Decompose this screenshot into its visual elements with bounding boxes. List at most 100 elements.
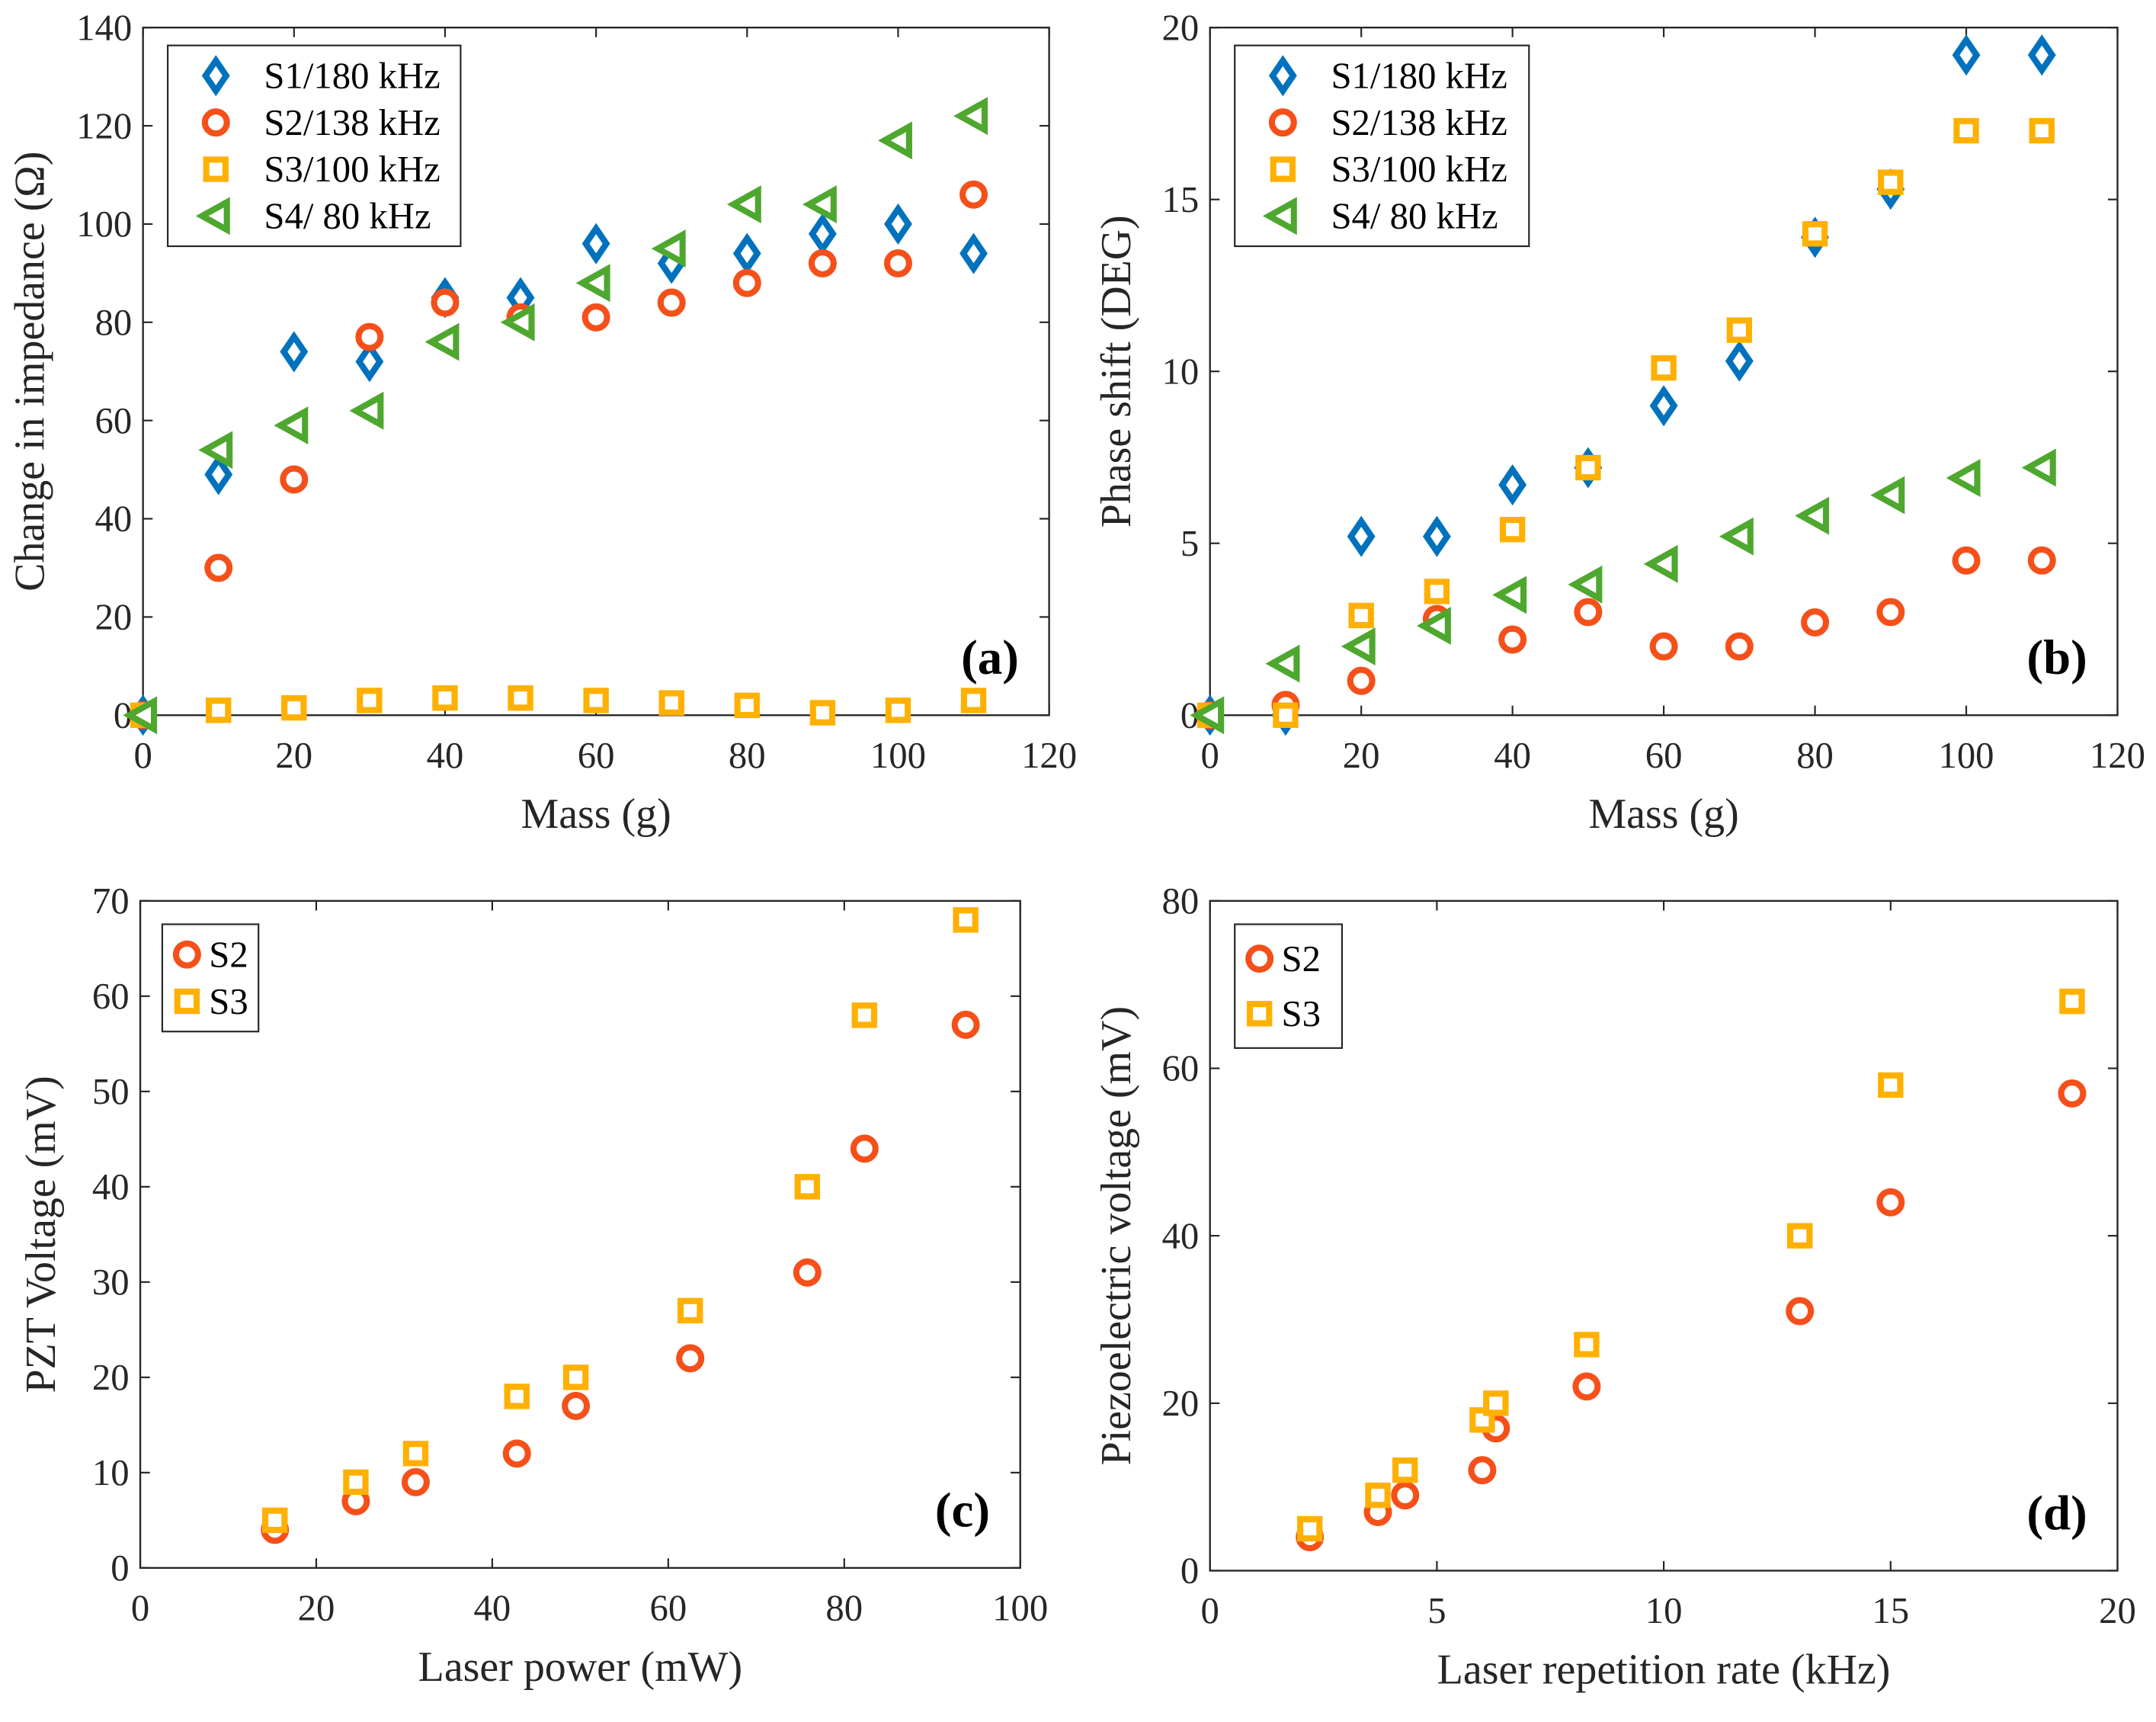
y-tick-label: 70 (92, 880, 130, 922)
y-tick-label: 60 (92, 976, 130, 1017)
data-point (883, 249, 912, 277)
data-point (206, 697, 232, 723)
legend-label: S3 (209, 981, 248, 1022)
legend-label: S4/ 80 kHz (264, 196, 431, 237)
data-point (2059, 988, 2085, 1015)
data-point (1719, 517, 1754, 556)
y-tick-label: 15 (1162, 179, 1200, 220)
data-point (1953, 117, 1979, 144)
data-point (281, 694, 307, 721)
data-point (1422, 515, 1451, 557)
data-point (1483, 1390, 1509, 1416)
data-point (726, 185, 761, 224)
x-tick-label: 100 (870, 735, 926, 776)
legend-label: S1/180 kHz (264, 56, 440, 97)
data-point (123, 696, 158, 735)
data-point (1190, 696, 1225, 735)
data-point (959, 180, 988, 209)
x-axis-label: Mass (g) (1588, 790, 1738, 838)
data-point (1498, 463, 1527, 506)
y-tick-label: 80 (95, 302, 133, 343)
data-point (431, 288, 460, 317)
data-point (960, 688, 987, 713)
data-point (1876, 1188, 1905, 1217)
chart-panel-d: 0 5 10 15 20 0 20 40 60 80 Laser repetition rate (… (1093, 880, 2136, 1693)
x-tick-label: 80 (825, 1587, 863, 1628)
y-axis-label: Phase shift (DEG) (1093, 215, 1140, 528)
data-point (1946, 459, 1981, 497)
y-tick-label: 20 (1162, 7, 1200, 48)
panel-label: (a) (961, 630, 1019, 685)
x-tick-label: 20 (275, 735, 312, 776)
legend-marker (1270, 156, 1296, 182)
legend-label: S2 (1282, 938, 1321, 980)
legend-marker (195, 197, 230, 236)
data-point (1365, 1482, 1391, 1509)
y-axis-label: Piezoelectric voltage (mV) (1093, 1006, 1140, 1465)
data-point (953, 97, 988, 136)
y-tick-label: 5 (1181, 523, 1199, 564)
legend-marker (201, 108, 230, 137)
data-point (1725, 340, 1754, 382)
data-point (1952, 546, 1981, 575)
data-point (1726, 317, 1753, 343)
x-tick-label: 0 (131, 1587, 149, 1628)
data-point (1651, 355, 1677, 381)
y-tick-label: 60 (95, 400, 133, 441)
x-tick-label: 40 (474, 1587, 511, 1628)
data-point (878, 121, 912, 160)
data-point (1878, 1072, 1904, 1098)
panel-label: (d) (2026, 1486, 2087, 1541)
y-tick-label: 20 (1162, 1383, 1200, 1424)
panel-label: (c) (935, 1483, 990, 1538)
y-tick-label: 10 (1162, 351, 1200, 392)
data-point (198, 431, 233, 470)
x-axis-label: Mass (g) (521, 790, 671, 838)
y-tick-label: 20 (95, 597, 133, 638)
y-tick-label: 20 (92, 1357, 130, 1398)
legend-marker (1246, 1001, 1273, 1027)
y-tick-label: 140 (76, 7, 132, 48)
data-point (732, 268, 761, 297)
legend-box (1234, 923, 1343, 1049)
data-point (508, 685, 533, 711)
x-tick-label: 5 (1427, 1590, 1446, 1631)
data-point (343, 1469, 369, 1496)
data-point (884, 203, 912, 245)
x-tick-label: 40 (427, 735, 464, 776)
data-point (1649, 385, 1678, 427)
x-tick-label: 60 (578, 735, 615, 776)
data-point (355, 322, 384, 351)
legend-marker (1268, 55, 1297, 97)
series-s4 (123, 97, 988, 735)
x-tick-label: 40 (1494, 735, 1531, 776)
data-point (657, 288, 686, 317)
x-tick-label: 60 (1645, 735, 1683, 776)
x-tick-label: 100 (1938, 735, 1994, 776)
data-point (959, 232, 988, 274)
plot-area (1209, 899, 2119, 1572)
data-point (349, 391, 384, 430)
data-point (562, 1364, 589, 1390)
data-point (951, 1010, 980, 1039)
data-point (1878, 169, 1904, 195)
data-point (575, 264, 610, 303)
legend-marker (172, 940, 201, 969)
series-s4 (1190, 448, 2056, 735)
data-point (581, 223, 610, 265)
legend-label: S2/138 kHz (264, 102, 440, 143)
y-tick-label: 40 (92, 1166, 130, 1207)
y-tick-label: 0 (111, 1547, 129, 1589)
data-point (562, 1391, 591, 1420)
legend-label: S3/100 kHz (264, 149, 440, 190)
data-point (2029, 117, 2055, 144)
x-tick-label: 0 (1201, 735, 1219, 776)
data-point (357, 688, 383, 713)
data-point (793, 1258, 822, 1287)
data-point (1468, 1456, 1497, 1485)
x-tick-label: 60 (649, 1587, 687, 1628)
data-point (2027, 34, 2056, 76)
